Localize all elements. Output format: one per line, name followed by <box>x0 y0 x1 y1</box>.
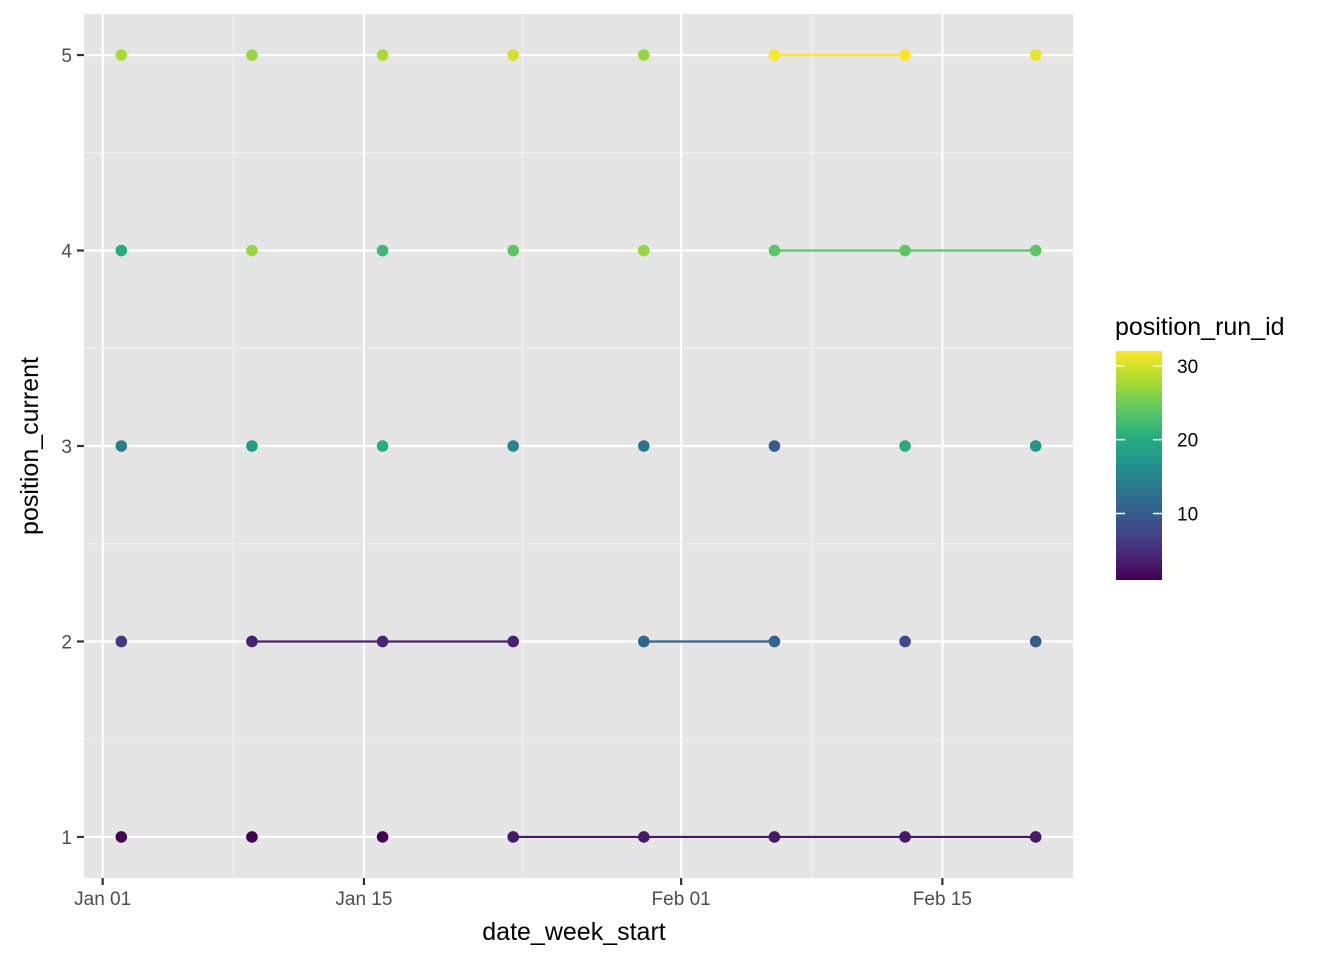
y-tick-label: 5 <box>61 46 72 67</box>
y-tick-label: 2 <box>61 632 72 653</box>
data-point <box>768 244 781 257</box>
data-point <box>115 831 128 843</box>
x-tick-label: Feb 01 <box>652 889 711 910</box>
data-point <box>1029 831 1042 843</box>
data-point <box>507 440 519 452</box>
data-point <box>768 831 781 843</box>
data-point <box>638 635 650 648</box>
y-axis-title: position_current <box>16 357 44 535</box>
data-point <box>115 49 128 61</box>
data-point <box>246 440 258 452</box>
data-point <box>899 244 911 257</box>
data-point <box>507 49 519 61</box>
data-point <box>246 831 258 843</box>
data-point <box>115 244 128 257</box>
legend-tick-label: 10 <box>1177 505 1198 526</box>
data-point <box>507 831 519 843</box>
y-tick-label: 1 <box>61 828 72 849</box>
data-point <box>899 831 911 843</box>
data-point <box>1029 440 1042 452</box>
y-axis: 1 2 3 4 5 <box>61 46 84 849</box>
data-point <box>1029 635 1042 648</box>
data-point <box>1029 244 1042 257</box>
data-point <box>115 635 128 648</box>
data-point <box>376 244 389 257</box>
x-tick-label: Jan 01 <box>74 889 131 910</box>
legend-tick-label: 20 <box>1177 431 1198 452</box>
data-point <box>768 635 781 648</box>
legend: position_run_id 10 20 30 <box>1115 313 1285 580</box>
data-point <box>899 635 911 648</box>
legend-colorbar <box>1116 351 1162 580</box>
data-point <box>899 440 911 452</box>
legend-title: position_run_id <box>1115 313 1285 341</box>
x-axis: Jan 01 Jan 15 Feb 01 Feb 15 <box>74 878 972 910</box>
y-tick-label: 3 <box>61 437 72 458</box>
data-point <box>115 440 128 452</box>
data-point <box>246 244 258 257</box>
data-point <box>768 440 781 452</box>
data-point <box>899 49 911 61</box>
data-point <box>246 49 258 61</box>
data-point <box>246 635 258 648</box>
data-point <box>507 244 519 257</box>
y-tick-label: 4 <box>61 242 72 263</box>
data-point <box>638 440 650 452</box>
data-point <box>376 635 389 648</box>
x-tick-label: Jan 15 <box>335 889 392 910</box>
legend-ticks: 10 20 30 <box>1116 357 1198 526</box>
points <box>115 49 1042 843</box>
data-point <box>638 49 650 61</box>
data-point <box>376 440 389 452</box>
data-point <box>1029 49 1042 61</box>
x-axis-title: date_week_start <box>482 918 666 946</box>
data-point <box>638 244 650 257</box>
data-point <box>376 831 389 843</box>
data-point <box>507 635 519 648</box>
data-point <box>768 49 781 61</box>
x-tick-label: Feb 15 <box>913 889 972 910</box>
legend-tick-label: 30 <box>1177 357 1198 378</box>
data-point <box>638 831 650 843</box>
data-point <box>376 49 389 61</box>
